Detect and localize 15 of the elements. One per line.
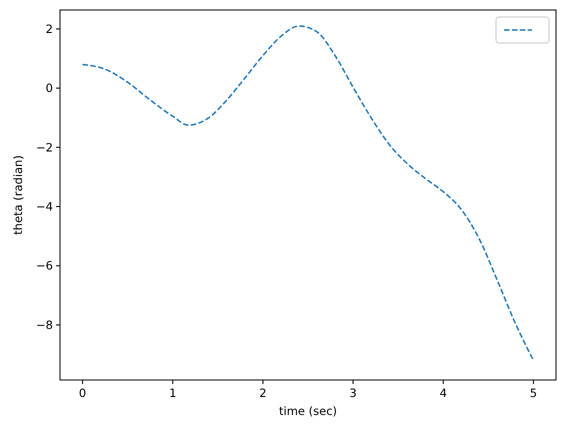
y-tick-label: 0 xyxy=(46,81,53,96)
x-tick-label: 3 xyxy=(349,386,357,400)
y-tick-label: −4 xyxy=(36,200,53,214)
y-tick-label: −8 xyxy=(36,318,53,332)
x-tick-label: 1 xyxy=(169,386,176,400)
line-series xyxy=(82,25,534,362)
y-axis-title: theta (radian) xyxy=(11,155,25,235)
x-axis-title: time (sec) xyxy=(279,404,337,418)
x-tick-label: 0 xyxy=(78,386,86,400)
x-tick-label: 2 xyxy=(259,386,267,400)
y-tick-label: 2 xyxy=(46,22,53,36)
y-tick-label: −6 xyxy=(36,258,53,273)
x-tick-label: 4 xyxy=(440,386,447,400)
x-tick-label: 5 xyxy=(530,386,538,400)
y-tick-label: −2 xyxy=(36,140,53,154)
